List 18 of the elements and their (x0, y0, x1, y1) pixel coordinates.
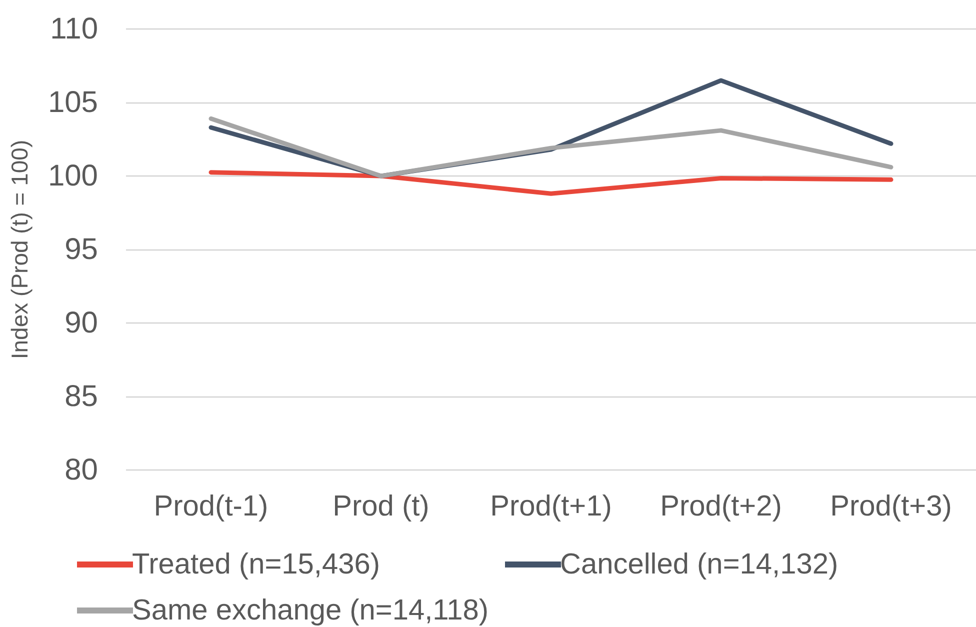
legend-label: Same exchange (n=14,118) (132, 594, 489, 626)
y-tick-label: 80 (64, 454, 98, 486)
y-tick-label: 100 (48, 160, 98, 192)
x-tick-label: Prod(t+2) (660, 490, 782, 522)
y-tick-label: 85 (64, 380, 98, 413)
y-tick-label: 110 (50, 12, 98, 46)
line-series (208, 116, 894, 178)
legend-label: Cancelled (n=14,132) (560, 548, 838, 580)
y-tick-label: 90 (64, 306, 98, 340)
legend-label: Treated (n=15,436) (132, 548, 380, 580)
x-tick-label: Prod(t+1) (490, 490, 612, 522)
y-axis-title: Index (Prod (t) = 100) (6, 140, 32, 360)
x-tick-label: Prod (t) (332, 490, 430, 522)
y-tick-label: 95 (64, 233, 98, 266)
x-tick-label: Prod(t-1) (154, 490, 268, 522)
line-series (208, 170, 894, 196)
y-tick-label: 105 (48, 86, 98, 119)
x-tick-label: Prod(t+3) (830, 490, 952, 522)
